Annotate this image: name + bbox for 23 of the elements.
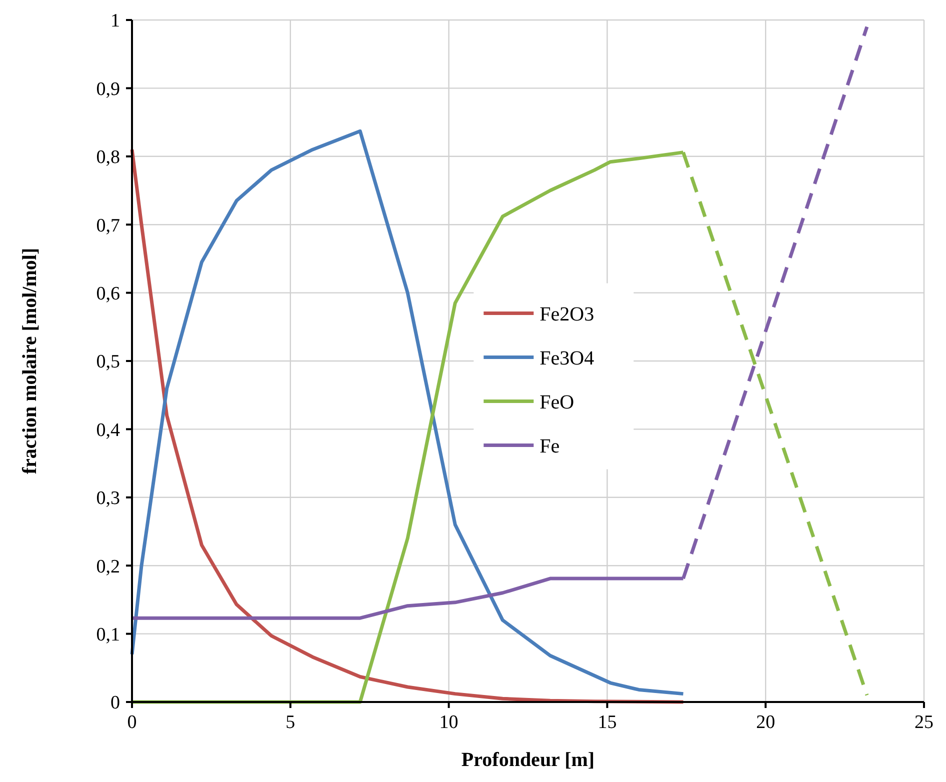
x-tick-label: 10 bbox=[439, 712, 458, 733]
legend-label: FeO bbox=[540, 391, 574, 414]
x-tick-label: 25 bbox=[914, 712, 934, 733]
y-tick-label: 0,2 bbox=[96, 556, 120, 578]
x-tick-label: 20 bbox=[756, 712, 776, 733]
y-axis-title: fraction molaire [mol/mol] bbox=[19, 248, 41, 474]
y-tick-label: 0,8 bbox=[96, 147, 120, 168]
y-tick-label: 0 bbox=[110, 692, 120, 714]
y-tick-label: 0,1 bbox=[96, 624, 120, 646]
y-tick-label: 0,7 bbox=[96, 215, 120, 236]
y-tick-label: 0,5 bbox=[96, 352, 120, 373]
legend-label: Fe3O4 bbox=[540, 347, 594, 370]
x-tick-label: 0 bbox=[127, 712, 137, 733]
x-axis-title: Profondeur [m] bbox=[461, 749, 595, 771]
legend-label: Fe bbox=[540, 435, 560, 458]
y-tick-label: 1 bbox=[110, 10, 120, 32]
y-tick-label: 0,9 bbox=[96, 78, 120, 100]
y-tick-label: 0,3 bbox=[96, 488, 120, 510]
y-tick-label: 0,6 bbox=[96, 283, 120, 304]
legend-label: Fe2O3 bbox=[540, 303, 594, 326]
x-tick-label: 15 bbox=[598, 712, 617, 733]
y-tick-label: 0,4 bbox=[96, 420, 120, 441]
x-tick-label: 5 bbox=[286, 712, 296, 733]
